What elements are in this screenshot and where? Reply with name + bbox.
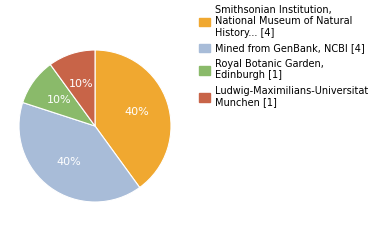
Wedge shape xyxy=(95,50,171,187)
Text: 10%: 10% xyxy=(47,95,72,105)
Text: 10%: 10% xyxy=(69,79,94,89)
Wedge shape xyxy=(23,65,95,126)
Wedge shape xyxy=(19,102,140,202)
Legend: Smithsonian Institution,
National Museum of Natural
History... [4], Mined from G: Smithsonian Institution, National Museum… xyxy=(199,5,369,107)
Text: 40%: 40% xyxy=(125,107,149,117)
Wedge shape xyxy=(50,50,95,126)
Text: 40%: 40% xyxy=(57,157,81,167)
